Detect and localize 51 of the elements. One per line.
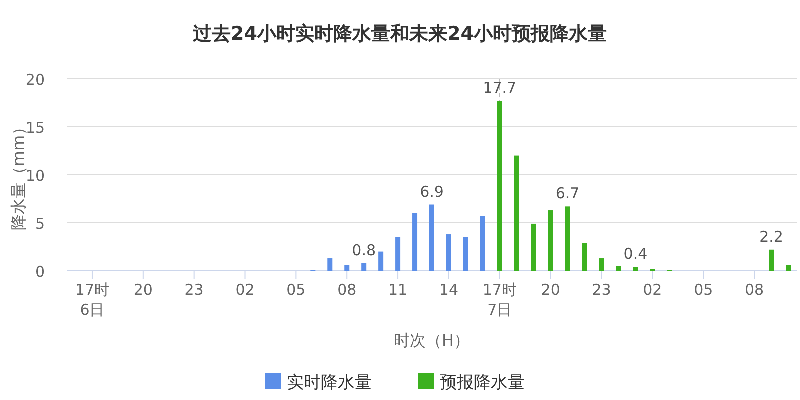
x-tick-label: 17时 6日 — [75, 281, 110, 319]
legend-label: 实时降水量 — [287, 373, 372, 393]
bar — [463, 237, 468, 271]
bar — [378, 252, 384, 271]
data-label: 17.7 — [483, 79, 517, 98]
bar — [362, 263, 367, 271]
bar — [497, 101, 502, 271]
bar — [616, 266, 622, 271]
bar — [531, 224, 536, 271]
x-tick-label: 17时 7日 — [482, 281, 517, 319]
x-tick-label: 08 — [338, 281, 357, 299]
bar — [786, 265, 792, 271]
x-tick-label: 20 — [541, 281, 560, 299]
data-label: 6.7 — [556, 184, 580, 203]
x-tick-label: 23 — [592, 281, 612, 299]
bar — [548, 210, 554, 271]
x-tick-label: 14 — [439, 281, 459, 299]
bar — [514, 156, 520, 271]
bar — [446, 234, 452, 271]
x-tick-label: 11 — [388, 281, 408, 299]
x-tick-label: 05 — [694, 281, 714, 299]
data-label: 2.2 — [760, 228, 784, 246]
bar — [599, 258, 604, 271]
x-tick-label: 20 — [134, 281, 153, 299]
x-tick-label: 08 — [745, 281, 764, 299]
x-tick-label: 05 — [286, 281, 306, 299]
bar — [582, 243, 588, 271]
y-tick-label: 15 — [26, 119, 45, 137]
bar — [480, 216, 486, 271]
x-axis-title: 时次（H） — [394, 331, 470, 350]
bar — [430, 204, 434, 271]
x-tick-label: 23 — [184, 281, 204, 299]
data-label: 6.9 — [420, 182, 444, 201]
y-tick-label: 10 — [26, 167, 45, 185]
y-tick-label: 20 — [26, 71, 45, 89]
y-axis-title: 降水量（mm） — [9, 119, 28, 231]
y-tick-label: 5 — [35, 215, 45, 233]
bar — [412, 213, 418, 271]
bar — [633, 267, 638, 271]
x-tick-label: 02 — [236, 281, 255, 299]
data-label: 0.4 — [624, 245, 648, 264]
bar — [328, 258, 333, 271]
chart-title: 过去24小时实时降水量和未来24小时预报降水量 — [192, 23, 607, 45]
bar — [344, 265, 350, 271]
bar — [565, 206, 570, 271]
bar — [769, 250, 774, 271]
legend-label: 预报降水量 — [440, 373, 525, 393]
bar — [396, 237, 401, 271]
x-tick-label: 02 — [643, 281, 662, 299]
y-tick-label: 0 — [35, 263, 45, 281]
data-label: 0.8 — [352, 241, 376, 260]
